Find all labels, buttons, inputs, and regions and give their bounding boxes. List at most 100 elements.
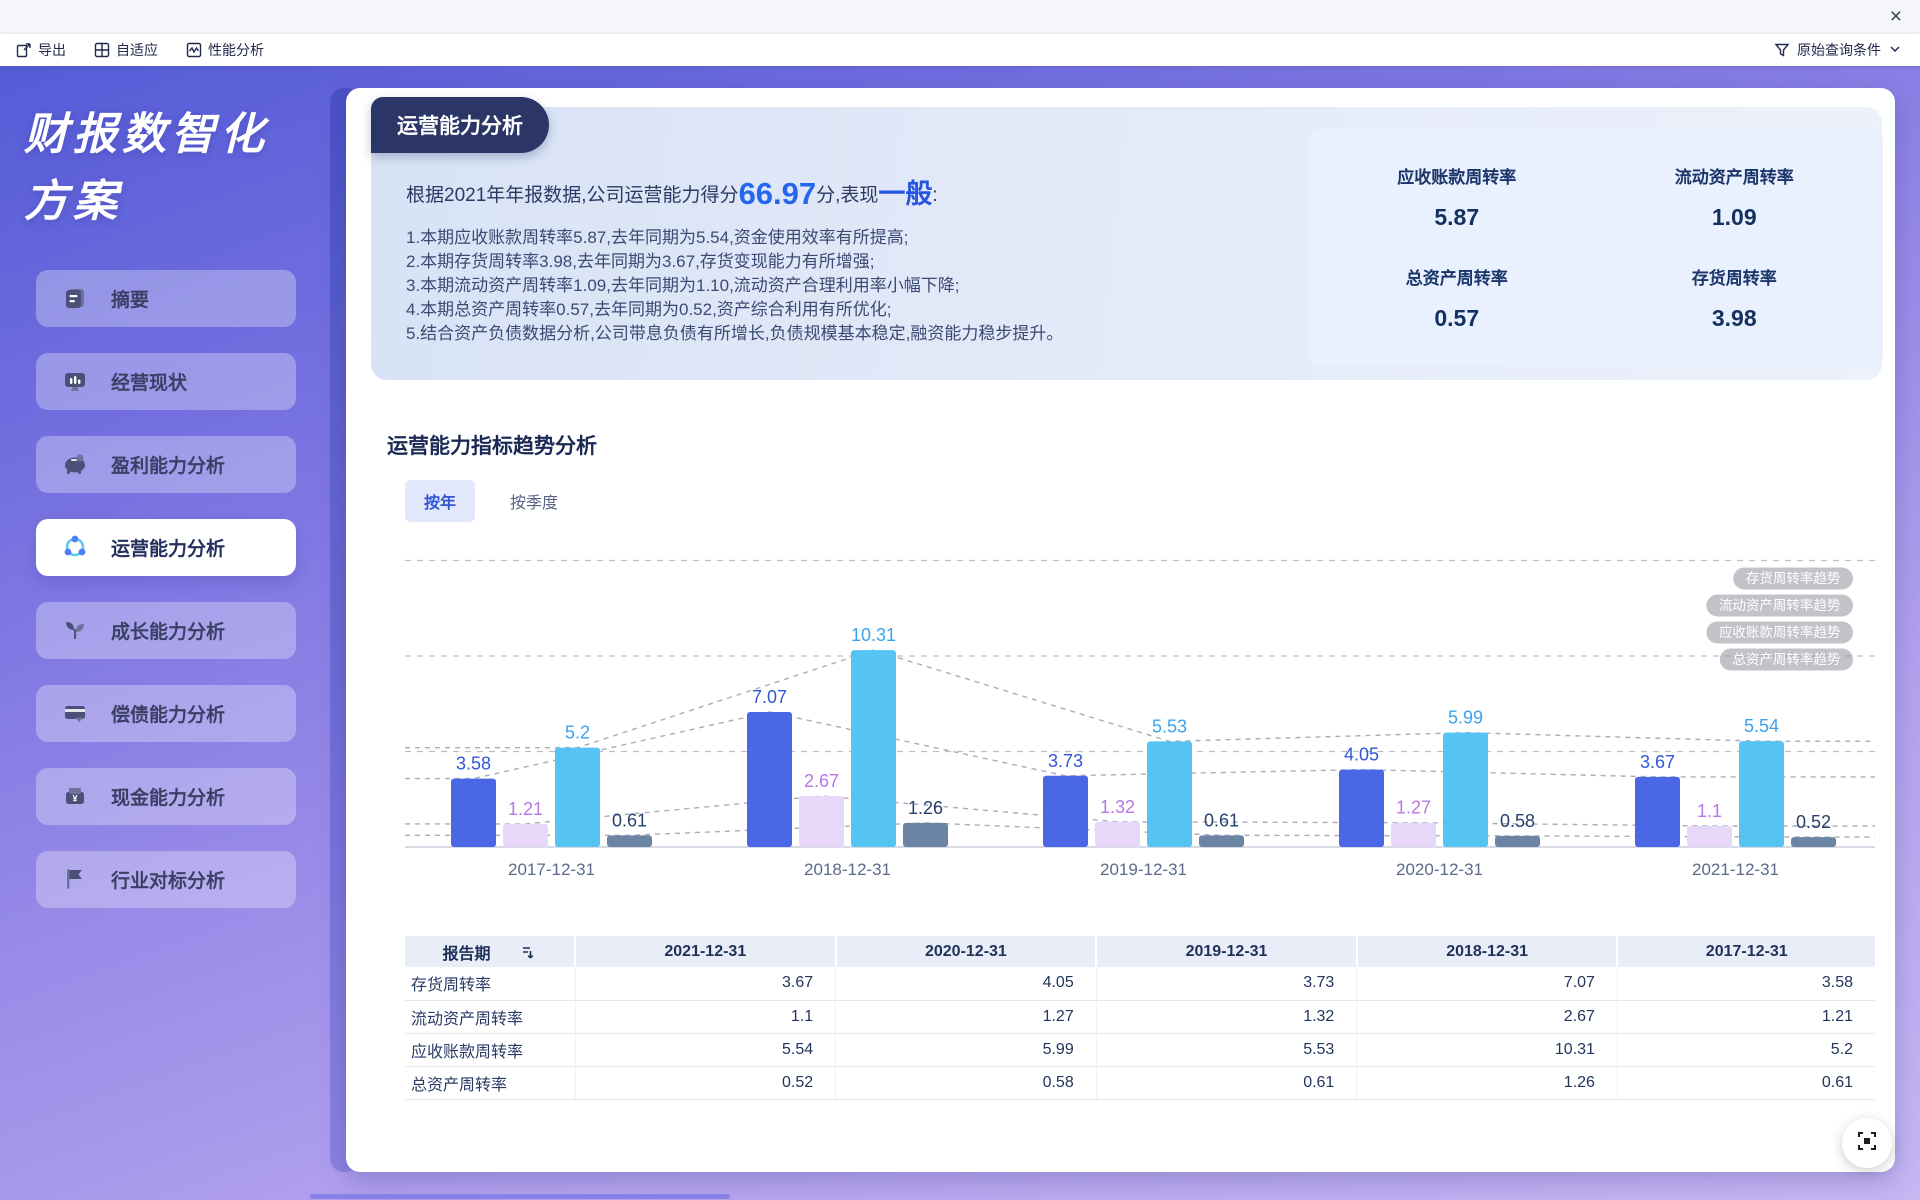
rating-value: 一般 xyxy=(878,179,933,209)
sidebar-item-summary[interactable]: 摘要 xyxy=(36,269,296,327)
adaptive-label: 自适应 xyxy=(116,42,158,58)
sidebar-item-label: 偿债能力分析 xyxy=(111,704,226,726)
bar[interactable] xyxy=(1443,732,1488,847)
sidebar-item-operating-status[interactable]: 经营现状 xyxy=(36,352,296,410)
sidebar-item-growth[interactable]: 成长能力分析 xyxy=(36,601,296,659)
metric-current-asset-turnover: 流动资产周转率 1.09 xyxy=(1596,147,1874,248)
sidebar-item-solvency[interactable]: 偿债能力分析 xyxy=(36,684,296,742)
performance-button[interactable]: 性能分析 xyxy=(186,40,264,60)
horizontal-scrollbar[interactable] xyxy=(310,1194,730,1199)
section-badge: 运营能力分析 xyxy=(371,97,549,153)
bar-value-label: 7.07 xyxy=(752,687,787,707)
row-label: 总资产周转率 xyxy=(405,1066,575,1100)
metric-receivables-turnover: 应收账款周转率 5.87 xyxy=(1318,147,1596,248)
sidebar-item-label: 现金能力分析 xyxy=(111,787,226,809)
toolbar: 导出 自适应 性能分析 原始查询条件 xyxy=(0,34,1920,66)
cell: 3.67 xyxy=(574,967,836,1001)
sprout-leaf-icon xyxy=(61,616,89,644)
original-query-label: 原始查询条件 xyxy=(1797,42,1881,58)
cell: 1.27 xyxy=(835,1000,1097,1034)
cell: 1.1 xyxy=(574,1000,836,1034)
x-axis-label: 2020-12-31 xyxy=(1396,860,1483,879)
legend-pill[interactable]: 应收账款周转率趋势 xyxy=(1706,621,1853,644)
bar-value-label: 0.58 xyxy=(1500,811,1535,831)
summary-intro: 根据2021年年报数据,公司运营能力得分66.97分,表现一般: xyxy=(406,172,938,212)
bar[interactable] xyxy=(1147,741,1192,847)
metric-label: 流动资产周转率 xyxy=(1674,168,1794,188)
sidebar-nav: 摘要 经营现状 xyxy=(0,269,332,908)
legend-pill[interactable]: 总资产周转率趋势 xyxy=(1719,648,1853,671)
bar[interactable] xyxy=(1043,775,1088,847)
report-period-label: 报告期 xyxy=(442,945,491,963)
adaptive-button[interactable]: 自适应 xyxy=(94,40,158,60)
grid-icon xyxy=(94,42,110,58)
document-icon xyxy=(61,284,89,312)
score-value: 66.97 xyxy=(738,176,817,211)
table-header-date: 2021-12-31 xyxy=(574,936,836,967)
legend-pill[interactable]: 存货周转率趋势 xyxy=(1733,567,1853,590)
app-title: 财报数智化 方案 xyxy=(24,102,314,236)
svg-text:流动资产周转率趋势: 流动资产周转率趋势 xyxy=(1719,597,1841,613)
bar[interactable] xyxy=(1635,776,1680,847)
flag-icon xyxy=(61,865,89,893)
bar[interactable] xyxy=(1495,835,1540,847)
bar-value-label: 5.2 xyxy=(565,723,590,743)
bar[interactable] xyxy=(1199,835,1244,847)
bar[interactable] xyxy=(607,835,652,847)
metric-value: 0.57 xyxy=(1434,304,1480,331)
bar-value-label: 2.67 xyxy=(804,771,839,791)
bar[interactable] xyxy=(1339,769,1384,847)
svg-text:应收账款周转率趋势: 应收账款周转率趋势 xyxy=(1719,624,1841,640)
sidebar-item-label: 摘要 xyxy=(111,289,150,311)
original-query-button[interactable]: 原始查询条件 xyxy=(1774,40,1904,60)
table-header-report-period: 报告期 xyxy=(405,936,575,967)
metric-label: 应收账款周转率 xyxy=(1397,168,1517,188)
sidebar-item-profitability[interactable]: 盈利能力分析 xyxy=(36,435,296,493)
cell: 5.2 xyxy=(1616,1033,1875,1067)
bar[interactable] xyxy=(903,822,948,847)
cell: 3.58 xyxy=(1616,967,1875,1001)
fit-screen-button[interactable] xyxy=(1842,1118,1892,1168)
metric-total-asset-turnover: 总资产周转率 0.57 xyxy=(1318,248,1596,349)
bar[interactable] xyxy=(747,711,792,847)
cell: 1.32 xyxy=(1095,1000,1357,1034)
summary-list: 1.本期应收账款周转率5.87,去年同期为5.54,资金使用效率有所提高; 2.… xyxy=(406,226,1063,346)
bar[interactable] xyxy=(1791,837,1836,847)
bar-value-label: 3.67 xyxy=(1640,752,1675,772)
bar[interactable] xyxy=(555,747,600,847)
row-label: 流动资产周转率 xyxy=(405,1000,575,1034)
export-button[interactable]: 导出 xyxy=(16,40,66,60)
cell: 7.07 xyxy=(1356,967,1618,1001)
sidebar-item-benchmark[interactable]: 行业对标分析 xyxy=(36,850,296,908)
bar[interactable] xyxy=(851,650,896,847)
row-label: 应收账款周转率 xyxy=(405,1033,575,1067)
bar[interactable] xyxy=(451,778,496,847)
sidebar-item-cash[interactable]: ¥ 现金能力分析 xyxy=(36,767,296,825)
cell: 1.21 xyxy=(1616,1000,1875,1034)
trend-line xyxy=(405,649,1875,749)
close-icon[interactable]: × xyxy=(1889,5,1902,28)
sidebar: 财报数智化 方案 摘要 xyxy=(0,66,332,1200)
bar[interactable] xyxy=(799,796,844,847)
metric-label: 存货周转率 xyxy=(1691,268,1777,288)
table-row: 总资产周转率 0.52 0.58 0.61 1.26 0.61 xyxy=(405,1066,1875,1100)
tab-by-year[interactable]: 按年 xyxy=(405,480,476,522)
period-tabs: 按年 按季度 xyxy=(405,480,577,522)
sidebar-item-operating-capability[interactable]: 运营能力分析 xyxy=(36,518,296,576)
table-header-date: 2019-12-31 xyxy=(1095,936,1357,967)
table-header-date: 2018-12-31 xyxy=(1355,936,1618,967)
metric-value: 5.87 xyxy=(1434,204,1480,231)
trend-section-title: 运营能力指标趋势分析 xyxy=(387,435,597,458)
monitor-chart-icon xyxy=(61,367,89,395)
bar[interactable] xyxy=(1739,741,1784,847)
tab-by-quarter[interactable]: 按季度 xyxy=(510,495,559,512)
sort-icon[interactable] xyxy=(521,944,537,960)
legend-pill[interactable]: 流动资产周转率趋势 xyxy=(1706,594,1853,617)
bar[interactable] xyxy=(1391,822,1436,847)
bar[interactable] xyxy=(503,823,548,847)
chevron-down-icon xyxy=(1888,42,1904,58)
export-label: 导出 xyxy=(38,42,66,58)
bar[interactable] xyxy=(1687,825,1732,847)
bar[interactable] xyxy=(1095,821,1140,847)
bar-value-label: 1.21 xyxy=(508,799,543,819)
